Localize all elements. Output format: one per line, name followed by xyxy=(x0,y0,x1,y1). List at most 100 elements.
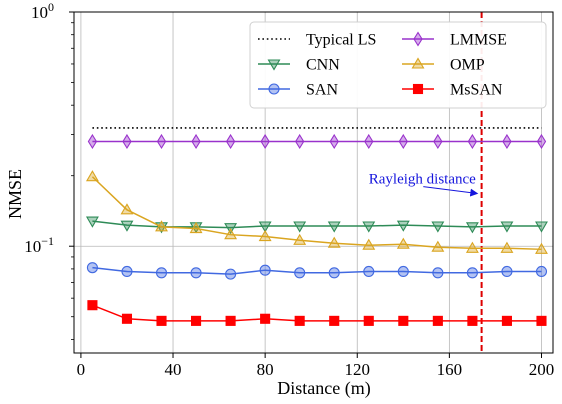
x-tick-label: 0 xyxy=(77,360,86,379)
legend: Typical LS CNN SAN LMMSE OMP MsSAN xyxy=(249,21,547,109)
x-axis-label: Distance (m) xyxy=(277,378,370,399)
data-point-omp xyxy=(120,203,134,215)
legend-marker-omp xyxy=(411,57,425,69)
y-tick-label: 100 xyxy=(31,0,54,22)
data-point-san xyxy=(225,268,237,280)
data-point-san xyxy=(328,267,340,279)
legend-item-cnn: CNN xyxy=(258,57,340,74)
data-point-mssan xyxy=(294,315,305,326)
data-point-lmmse xyxy=(536,133,547,150)
data-point-lmmse xyxy=(502,133,512,150)
data-point-omp xyxy=(293,233,307,245)
series-line-mssan xyxy=(92,304,542,322)
series-line-san xyxy=(92,266,542,275)
legend-item-mssan: MsSAN xyxy=(402,82,503,99)
data-point-lmmse xyxy=(467,133,478,150)
legend-label-mssan: MsSAN xyxy=(450,82,503,99)
legend-marker-lmmse xyxy=(413,31,423,47)
data-point-omp xyxy=(535,242,548,254)
data-point-cnn xyxy=(85,216,99,228)
data-point-san xyxy=(190,267,202,279)
data-point-cnn xyxy=(327,221,341,233)
data-point-san xyxy=(259,264,271,276)
axis-ticks: 0 40 80 120 160 200 100 10−1 xyxy=(24,0,554,379)
data-point-mssan xyxy=(225,315,236,326)
data-point-san xyxy=(363,265,375,278)
data-point-omp xyxy=(396,237,410,249)
data-point-lmmse xyxy=(398,133,408,150)
data-point-omp xyxy=(189,221,203,234)
legend-label-lmmse: LMMSE xyxy=(450,32,507,49)
data-point-omp xyxy=(85,170,99,182)
series-san xyxy=(86,262,548,280)
legend-label-cnn: CNN xyxy=(306,57,340,74)
data-point-omp xyxy=(431,240,445,252)
data-point-lmmse xyxy=(122,133,132,150)
data-point-mssan xyxy=(432,315,443,326)
data-point-omp xyxy=(258,229,272,242)
legend-item-omp: OMP xyxy=(402,57,485,74)
data-point-cnn xyxy=(535,221,548,233)
plot-border xyxy=(73,11,554,354)
data-point-omp xyxy=(327,236,341,248)
data-point-lmmse xyxy=(295,133,305,150)
data-point-san xyxy=(501,265,513,278)
x-tick-label: 200 xyxy=(529,360,555,379)
legend-label-typical-ls: Typical LS xyxy=(306,32,376,49)
data-point-omp xyxy=(224,228,238,240)
data-point-san xyxy=(535,265,548,278)
data-point-cnn xyxy=(293,221,307,233)
data-point-lmmse xyxy=(433,133,443,150)
data-point-mssan xyxy=(398,315,409,326)
data-point-mssan xyxy=(121,313,133,324)
data-point-mssan xyxy=(501,315,512,326)
data-point-lmmse xyxy=(364,133,374,150)
data-point-san xyxy=(86,262,98,274)
data-point-lmmse xyxy=(260,133,270,150)
data-point-mssan xyxy=(329,315,340,326)
data-point-omp xyxy=(155,220,168,232)
legend-item-typical-ls: Typical LS xyxy=(258,32,376,49)
series-mssan xyxy=(87,300,547,326)
data-point-lmmse xyxy=(156,133,167,150)
data-point-cnn xyxy=(120,220,134,232)
data-point-lmmse xyxy=(225,133,236,150)
data-point-cnn xyxy=(500,221,514,233)
series-line-omp xyxy=(91,176,542,251)
legend-item-san: SAN xyxy=(258,82,338,99)
data-point-cnn xyxy=(258,221,272,233)
data-point-omp xyxy=(362,238,376,250)
data-point-lmmse xyxy=(329,133,339,150)
data-point-mssan xyxy=(156,315,167,326)
data-point-omp xyxy=(465,241,479,253)
legend-label-omp: OMP xyxy=(450,57,485,74)
legend-marker-cnn xyxy=(267,59,281,71)
data-point-cnn xyxy=(396,220,410,232)
series-lmmse xyxy=(87,133,547,150)
data-point-san xyxy=(294,267,306,279)
data-point-san xyxy=(466,267,478,279)
series-omp xyxy=(85,170,548,254)
data-point-mssan xyxy=(536,315,547,326)
annotation-text: Rayleigh distance xyxy=(369,172,476,188)
data-point-mssan xyxy=(191,315,202,326)
x-tick-label: 80 xyxy=(257,360,274,379)
x-tick-label: 120 xyxy=(345,360,371,379)
data-point-cnn xyxy=(431,221,445,233)
data-point-mssan xyxy=(260,313,271,324)
data-point-mssan xyxy=(467,315,478,326)
y-tick-label: 10−1 xyxy=(24,234,54,256)
data-point-san xyxy=(155,267,168,279)
data-point-lmmse xyxy=(191,133,201,150)
data-point-san xyxy=(397,265,409,278)
plot-frame xyxy=(73,11,554,354)
legend-marker-san xyxy=(268,83,280,95)
data-point-omp xyxy=(500,241,514,253)
y-axis-label: NMSE xyxy=(5,169,25,219)
data-point-san xyxy=(121,265,133,278)
legend-box xyxy=(249,21,547,109)
data-point-san xyxy=(432,267,444,279)
data-point-mssan xyxy=(87,300,98,311)
data-point-mssan xyxy=(363,315,374,326)
